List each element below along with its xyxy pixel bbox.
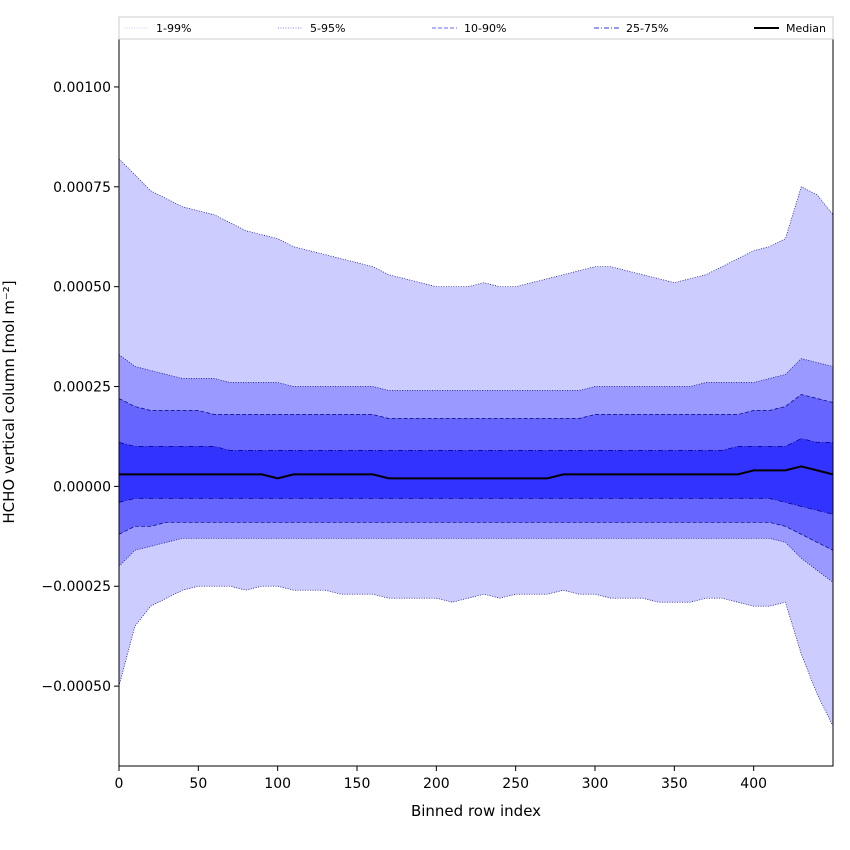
y-axis: −0.00050 −0.00025 0.00000 0.00025 0.00050 0.0… — [41, 80, 119, 695]
band-edge-lower-5-95% — [118, 537, 834, 583]
series-lines — [118, 158, 834, 727]
legend-frame — [118, 16, 834, 40]
y-tick-label: 0.00050 — [53, 280, 111, 296]
band-edge-upper-10-90% — [118, 394, 834, 419]
band-25-75% — [119, 438, 833, 515]
legend-label: 5-95% — [310, 22, 345, 35]
x-axis-title: Binned row index — [411, 802, 541, 820]
y-tick-label: −0.00025 — [41, 579, 111, 595]
legend-label: 25-75% — [626, 22, 668, 35]
y-tick-label: 0.00100 — [53, 80, 111, 96]
y-axis-title: HCHO vertical column [mol m⁻²] — [0, 280, 18, 523]
y-tick-label: 0.00025 — [53, 380, 111, 396]
band-edge-upper-25-75% — [118, 438, 833, 451]
band-edge-lower-10-90% — [118, 521, 834, 551]
legend-label: 1-99% — [156, 22, 191, 35]
x-tick-label: 250 — [502, 776, 529, 792]
x-tick-label: 350 — [661, 776, 688, 792]
y-tick-label: −0.00050 — [41, 679, 111, 695]
legend-label: 10-90% — [464, 22, 506, 35]
legend: 1-99% 5-95% 10-90% 25-75% Median — [118, 16, 834, 40]
y-tick-label: 0.00075 — [53, 180, 111, 196]
band-edge-lower-25-75% — [118, 498, 834, 515]
x-tick-label: 100 — [264, 776, 291, 792]
x-tick-label: 0 — [115, 776, 124, 792]
band-edge-lower-1-99% — [118, 585, 834, 727]
band-edge-upper-5-95% — [118, 354, 834, 391]
legend-label: Median — [786, 22, 826, 35]
band-edge-upper-1-99% — [118, 158, 834, 288]
percentile-bands — [119, 158, 833, 727]
y-tick-label: 0.00000 — [53, 479, 111, 495]
x-tick-label: 400 — [740, 776, 767, 792]
x-tick-label: 300 — [582, 776, 609, 792]
x-tick-label: 50 — [189, 776, 207, 792]
x-tick-label: 150 — [344, 776, 371, 792]
median-line — [119, 465, 834, 480]
x-axis: 0 50 100 150 200 250 300 350 400 — [115, 766, 767, 792]
x-tick-label: 200 — [423, 776, 450, 792]
